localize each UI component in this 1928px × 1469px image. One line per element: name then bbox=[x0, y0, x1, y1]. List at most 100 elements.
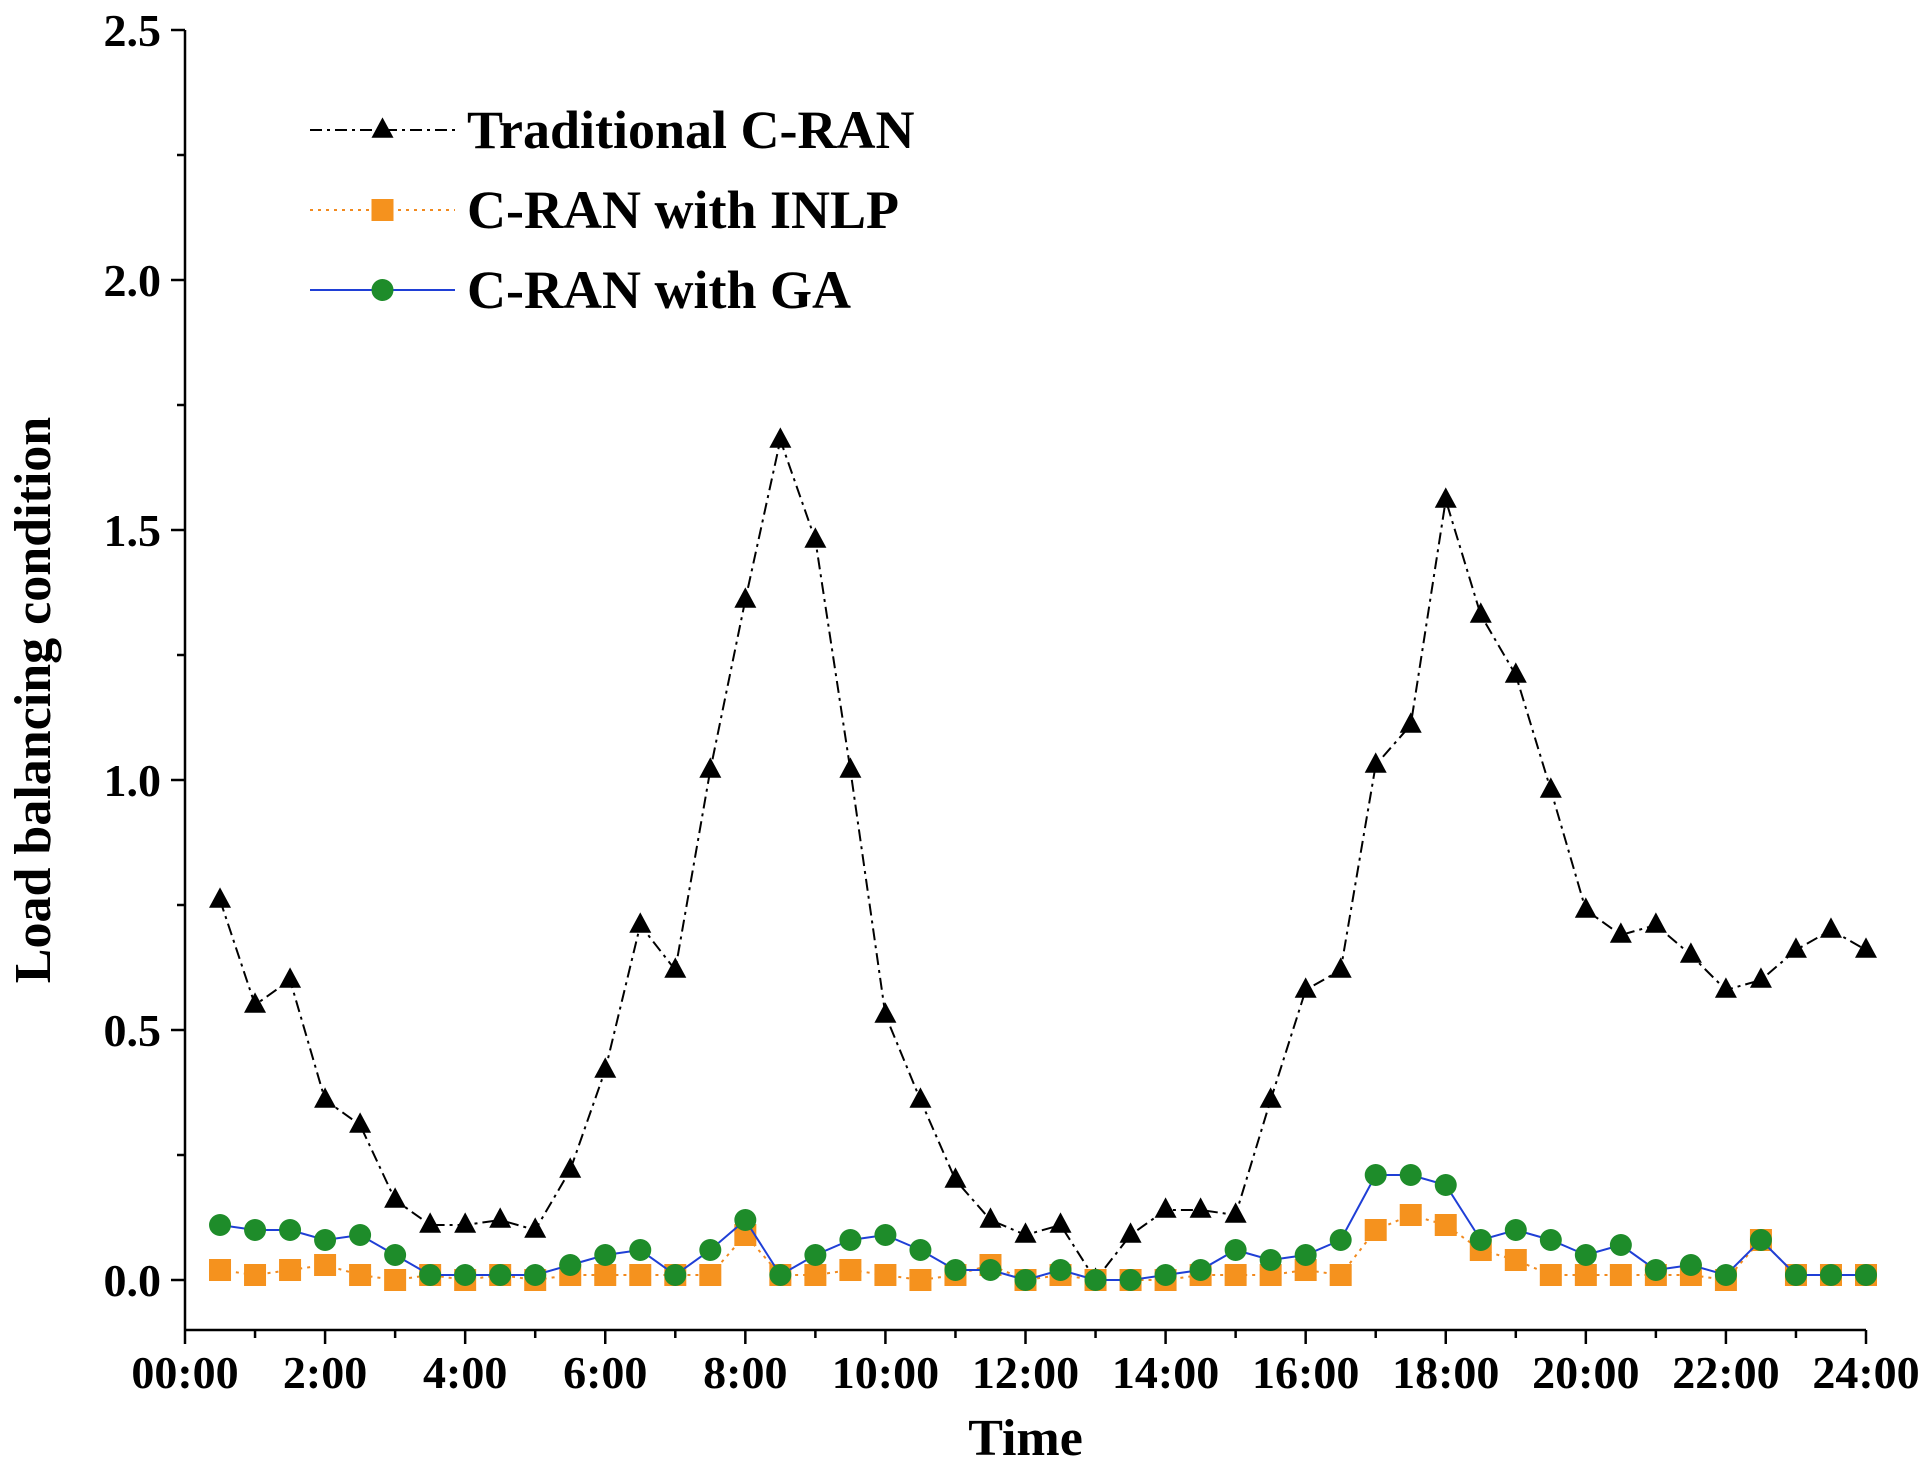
data-point bbox=[734, 1209, 757, 1231]
data-point bbox=[1469, 1229, 1492, 1251]
data-point bbox=[1399, 1204, 1422, 1226]
data-point bbox=[1574, 1264, 1597, 1286]
y-axis-title: Load balancing condition bbox=[5, 417, 62, 983]
data-point bbox=[1749, 1229, 1772, 1251]
data-point bbox=[1189, 1259, 1212, 1281]
series-line bbox=[219, 436, 1867, 1282]
data-point bbox=[769, 1264, 792, 1286]
y-tick-label: 2.5 bbox=[104, 5, 162, 56]
data-point bbox=[384, 1187, 407, 1208]
data-point bbox=[209, 887, 232, 908]
y-tick-label: 0.0 bbox=[104, 1255, 162, 1306]
data-point bbox=[874, 1224, 897, 1246]
data-point bbox=[384, 1244, 407, 1266]
data-point bbox=[1329, 1229, 1352, 1251]
data-point bbox=[1539, 1264, 1562, 1286]
data-point bbox=[1574, 897, 1597, 918]
data-point bbox=[559, 1157, 582, 1178]
data-point bbox=[1294, 1244, 1317, 1266]
data-point bbox=[559, 1254, 582, 1276]
legend-marker bbox=[371, 279, 394, 301]
data-point bbox=[1714, 977, 1737, 998]
data-point bbox=[979, 1259, 1002, 1281]
data-point bbox=[1329, 1264, 1352, 1286]
data-point bbox=[1154, 1197, 1177, 1218]
data-point bbox=[1609, 1264, 1632, 1286]
data-point bbox=[804, 1244, 827, 1266]
data-point bbox=[1574, 1244, 1597, 1266]
legend-label: C-RAN with GA bbox=[467, 260, 851, 320]
data-point bbox=[524, 1264, 547, 1286]
x-tick-label: 00:00 bbox=[131, 1347, 238, 1398]
data-point bbox=[454, 1264, 477, 1286]
data-point bbox=[314, 1087, 337, 1108]
data-point bbox=[349, 1112, 372, 1133]
data-point bbox=[1224, 1264, 1247, 1286]
data-point bbox=[1049, 1259, 1072, 1281]
data-point bbox=[1399, 1164, 1422, 1186]
data-point bbox=[699, 1264, 722, 1286]
data-point bbox=[349, 1264, 372, 1286]
data-point bbox=[419, 1212, 442, 1233]
data-point bbox=[244, 992, 267, 1013]
data-point bbox=[1504, 1219, 1527, 1241]
y-tick-label: 2.0 bbox=[104, 255, 162, 306]
data-point bbox=[1119, 1269, 1142, 1291]
data-point bbox=[1049, 1212, 1072, 1233]
data-point bbox=[1644, 1259, 1667, 1281]
data-point bbox=[489, 1207, 512, 1228]
x-tick-label: 8:00 bbox=[703, 1347, 787, 1398]
data-point bbox=[1329, 957, 1352, 978]
data-point bbox=[1434, 487, 1457, 508]
data-point bbox=[1855, 937, 1877, 958]
data-point bbox=[1819, 1264, 1842, 1286]
data-point bbox=[209, 1259, 232, 1281]
data-point bbox=[839, 757, 862, 778]
x-tick-label: 18:00 bbox=[1392, 1347, 1499, 1398]
data-point bbox=[1819, 917, 1842, 938]
data-point bbox=[209, 1214, 232, 1236]
data-point bbox=[1364, 752, 1387, 773]
data-point bbox=[1504, 1249, 1527, 1271]
data-point bbox=[1609, 1234, 1632, 1256]
data-point bbox=[1539, 777, 1562, 798]
data-point bbox=[1154, 1264, 1177, 1286]
data-point bbox=[1679, 942, 1702, 963]
data-point bbox=[1399, 712, 1422, 733]
data-point bbox=[804, 1264, 827, 1286]
data-point bbox=[769, 427, 792, 448]
data-point bbox=[1364, 1219, 1387, 1241]
data-point bbox=[1714, 1264, 1737, 1286]
series-traditional-c-ran bbox=[209, 427, 1877, 1288]
data-point bbox=[1609, 922, 1632, 943]
x-tick-label: 4:00 bbox=[423, 1347, 507, 1398]
data-point bbox=[699, 757, 722, 778]
data-point bbox=[629, 1264, 652, 1286]
legend-label: C-RAN with INLP bbox=[467, 180, 899, 240]
legend-item: C-RAN with GA bbox=[310, 260, 851, 320]
data-point bbox=[1294, 977, 1317, 998]
data-point bbox=[1364, 1164, 1387, 1186]
y-tick-label: 1.5 bbox=[104, 505, 162, 556]
data-point bbox=[1539, 1229, 1562, 1251]
x-tick-label: 20:00 bbox=[1532, 1347, 1639, 1398]
data-point bbox=[279, 1259, 302, 1281]
x-axis-ticks: 00:00 2:00 4:00 6:00 8:00 10:00 12:00 14:00 16:0… bbox=[131, 1330, 1920, 1398]
legend: Traditional C-RAN C-RAN with INLP C-RAN wi… bbox=[310, 100, 915, 320]
data-point bbox=[1189, 1197, 1212, 1218]
series-c-ran-with-ga bbox=[209, 1164, 1877, 1291]
data-point bbox=[279, 1219, 302, 1241]
y-axis-ticks: 0.0 0.5 1.0 1.5 2.0 2.5 bbox=[104, 5, 185, 1306]
data-point bbox=[1434, 1214, 1457, 1236]
data-point bbox=[1784, 937, 1807, 958]
data-point bbox=[489, 1264, 512, 1286]
data-point bbox=[1259, 1249, 1282, 1271]
data-point bbox=[804, 527, 827, 548]
data-point bbox=[1469, 602, 1492, 623]
data-point bbox=[909, 1087, 932, 1108]
data-point bbox=[1855, 1264, 1877, 1286]
data-point bbox=[1224, 1239, 1247, 1261]
x-axis-title: Time bbox=[968, 1410, 1083, 1467]
data-point bbox=[244, 1219, 267, 1241]
data-point bbox=[1014, 1222, 1037, 1243]
